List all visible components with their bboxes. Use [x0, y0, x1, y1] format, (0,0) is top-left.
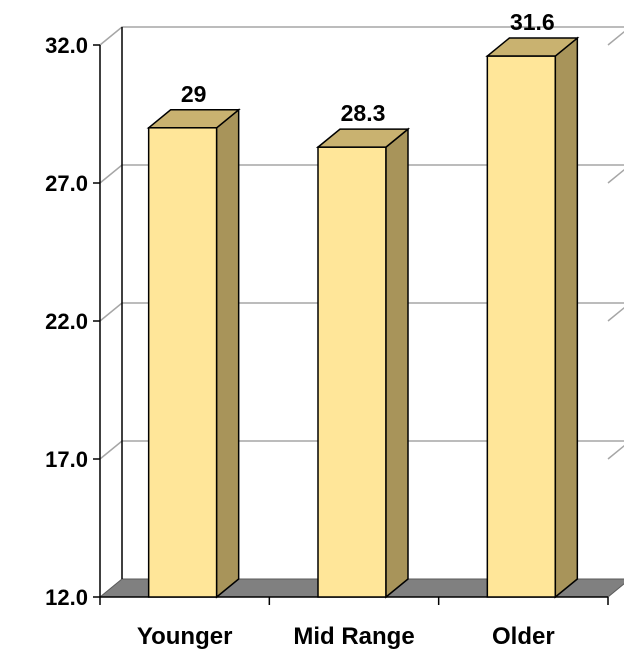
- x-tick-label: Younger: [137, 623, 233, 650]
- bar-front: [147, 127, 218, 598]
- data-label: 29: [181, 81, 207, 107]
- bar-top: [146, 109, 241, 129]
- gridline: [99, 26, 624, 46]
- bar: [485, 36, 580, 599]
- bar: [315, 127, 411, 599]
- bar-front: [317, 146, 387, 598]
- bar-top: [315, 128, 411, 148]
- x-tick-label: Older: [492, 623, 555, 650]
- y-tick-label: 32.0: [45, 33, 88, 58]
- labels: 12.0 17.0 22.0 27.0 32.0 29 Younger 28.3 Mid Ran…: [45, 9, 555, 650]
- bar-top: [485, 37, 580, 57]
- y-tick-label: 12.0: [45, 585, 88, 610]
- bar-side: [385, 127, 409, 599]
- data-label: 28.3: [341, 100, 386, 126]
- x-tick-label: Mid Range: [293, 623, 414, 650]
- data-label: 31.6: [510, 9, 555, 35]
- bar-side: [215, 108, 240, 599]
- bar: [146, 108, 241, 599]
- y-tick-label: 17.0: [45, 447, 88, 472]
- bar-front: [486, 55, 557, 598]
- y-tick-label: 27.0: [45, 171, 88, 196]
- y-tick-label: 22.0: [45, 309, 88, 334]
- bar-side: [554, 36, 579, 599]
- bars: [146, 36, 580, 599]
